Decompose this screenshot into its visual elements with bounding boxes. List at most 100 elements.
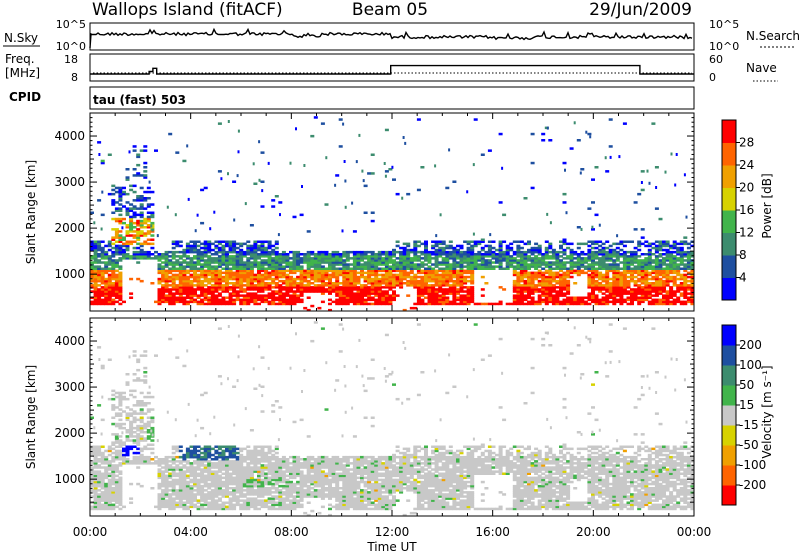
power-cell <box>690 286 695 289</box>
power-cell <box>576 263 581 266</box>
power-cell <box>487 149 492 152</box>
power-cell <box>97 246 102 250</box>
velocity-cell <box>107 358 112 361</box>
power-cell <box>146 242 151 246</box>
velocity-cell <box>185 455 190 459</box>
velocity-cell <box>164 489 169 492</box>
power-cell <box>644 298 649 302</box>
power-colorbar-tick-label: 28 <box>739 136 754 150</box>
power-cell <box>463 277 468 281</box>
power-cell <box>665 273 670 277</box>
power-cell <box>235 282 240 285</box>
power-cell <box>562 161 567 165</box>
power-cell <box>200 292 205 295</box>
power-cell <box>207 250 212 254</box>
power-cell <box>257 248 261 252</box>
power-cell <box>466 263 471 266</box>
power-cell <box>648 181 651 185</box>
power-cell <box>335 284 340 287</box>
power-cell <box>235 255 240 258</box>
power-cell <box>427 284 432 287</box>
power-cell <box>374 259 379 262</box>
power-cell <box>299 277 304 281</box>
power-cell <box>392 296 396 299</box>
power-cell <box>683 296 688 299</box>
power-cell <box>402 242 407 246</box>
power-cell <box>171 286 176 289</box>
velocity-cell <box>171 497 176 500</box>
power-cell <box>343 160 346 163</box>
power-cell <box>615 269 620 273</box>
power-cell <box>409 271 414 275</box>
power-cell <box>285 284 290 287</box>
power-cell <box>622 300 627 304</box>
velocity-cell <box>129 433 134 436</box>
power-cell <box>227 120 230 123</box>
power-cell <box>594 250 599 254</box>
power-cell <box>576 298 581 302</box>
power-cell <box>434 240 439 243</box>
power-cell <box>97 300 102 304</box>
power-cell <box>534 290 539 293</box>
power-cell <box>541 253 546 256</box>
power-cell <box>207 269 212 273</box>
power-cell <box>402 265 407 268</box>
power-cell <box>317 265 322 268</box>
power-cell <box>559 279 563 283</box>
power-cell <box>189 257 194 260</box>
power-cell <box>225 240 229 243</box>
velocity-cell <box>182 364 187 368</box>
power-cell <box>384 277 389 281</box>
power-cell <box>566 242 571 246</box>
power-cell <box>367 288 372 291</box>
power-cell <box>431 273 436 277</box>
velocity-cell <box>129 414 134 417</box>
power-cell <box>679 250 684 254</box>
power-cell <box>111 255 116 258</box>
power-cell <box>139 224 144 227</box>
power-cell <box>274 195 279 198</box>
power-cell <box>438 255 443 258</box>
power-cell <box>626 265 631 268</box>
power-cell <box>598 271 603 275</box>
power-cell <box>111 302 116 306</box>
power-cell <box>594 166 599 169</box>
power-cell <box>374 292 379 295</box>
power-cell <box>111 267 116 270</box>
power-cell <box>505 250 510 254</box>
power-cell <box>406 259 411 262</box>
power-cell <box>427 275 432 279</box>
power-cell <box>161 292 166 295</box>
power-cell <box>466 255 471 258</box>
power-cell <box>200 284 205 287</box>
velocity-cell <box>118 443 123 446</box>
velocity-cell <box>139 379 144 382</box>
power-cell <box>395 265 400 268</box>
power-cell <box>651 298 656 302</box>
power-cell <box>477 253 482 256</box>
velocity-cell <box>93 455 98 459</box>
power-cell <box>313 255 318 258</box>
power-cell <box>384 286 389 289</box>
power-cell <box>345 284 350 287</box>
power-cell <box>182 288 187 291</box>
power-cell <box>392 273 396 277</box>
velocity-cell <box>189 491 194 494</box>
velocity-cell <box>118 445 123 448</box>
power-cell <box>193 273 197 277</box>
power-cell <box>207 300 212 304</box>
power-cell <box>424 288 428 291</box>
power-cell <box>164 294 169 297</box>
velocity-cell <box>118 464 123 467</box>
power-cell <box>640 294 645 297</box>
power-cell <box>413 250 418 254</box>
power-cell <box>285 286 290 289</box>
power-cell <box>679 267 684 270</box>
power-cell <box>221 286 226 289</box>
power-cell <box>157 265 162 268</box>
power-cell <box>477 302 482 306</box>
power-cell <box>416 269 421 273</box>
power-cell <box>189 279 194 283</box>
power-cell <box>274 255 279 258</box>
power-cell <box>136 238 141 241</box>
